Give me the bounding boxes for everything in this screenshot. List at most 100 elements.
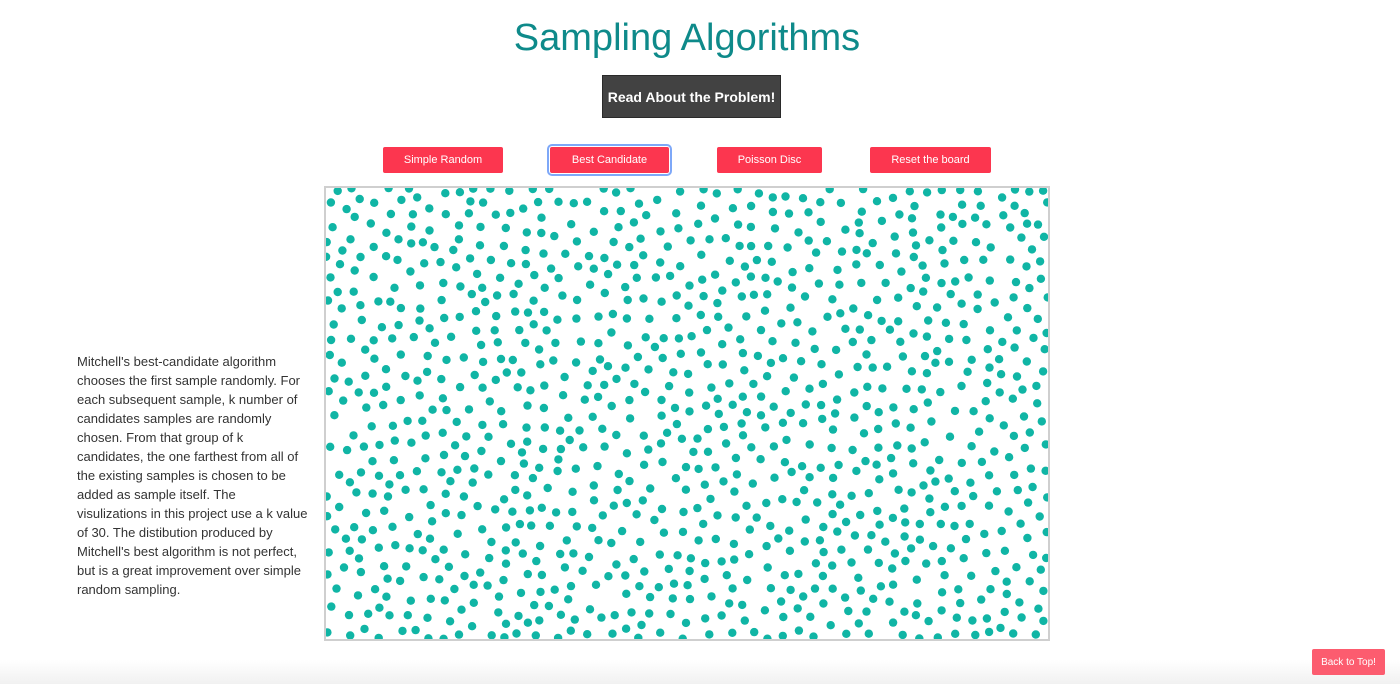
sample-dot <box>328 223 337 232</box>
sample-dot <box>438 428 447 437</box>
sample-dot <box>600 288 609 298</box>
sample-dot <box>973 304 982 314</box>
sample-dot <box>658 457 667 467</box>
sample-dot <box>478 283 487 292</box>
reset-board-button[interactable]: Reset the board <box>870 147 991 173</box>
sample-dot <box>874 424 883 434</box>
sample-dot <box>697 250 706 259</box>
sample-dot <box>927 417 936 426</box>
sample-dot <box>832 395 842 404</box>
sample-dot <box>746 272 756 281</box>
sample-dot <box>786 408 795 418</box>
best-candidate-button[interactable]: Best Candidate <box>547 144 672 176</box>
sample-dot <box>638 496 647 505</box>
sample-dot <box>825 188 834 194</box>
read-about-problem-button[interactable]: Read About the Problem! <box>602 75 781 118</box>
sample-dot <box>875 260 884 270</box>
sample-dot <box>442 405 451 415</box>
sample-dot <box>793 604 802 613</box>
sample-dot <box>974 427 984 436</box>
sample-dot <box>828 509 837 519</box>
sample-dot <box>364 609 373 618</box>
sample-dot <box>478 198 488 207</box>
sample-dot <box>454 235 464 244</box>
sample-dot <box>346 235 355 244</box>
sample-dot <box>562 536 571 545</box>
sample-dot <box>912 575 921 584</box>
sample-dot <box>1006 255 1015 264</box>
sample-dot <box>798 419 808 428</box>
sample-dot <box>538 444 548 454</box>
sample-dot <box>867 335 876 345</box>
sample-dot <box>396 303 406 313</box>
sample-dot <box>1039 586 1048 596</box>
sample-dot <box>811 248 821 257</box>
sample-dot <box>625 395 634 405</box>
sample-dot <box>1042 328 1048 338</box>
sample-dot <box>405 544 414 553</box>
sampling-canvas[interactable] <box>326 188 1048 639</box>
sample-dot <box>747 443 756 452</box>
sample-dot <box>403 416 412 426</box>
simple-random-button[interactable]: Simple Random <box>383 147 503 173</box>
sample-dot <box>491 375 500 385</box>
sample-dot <box>636 234 645 243</box>
sample-dot <box>864 629 873 638</box>
sample-dot <box>494 608 503 617</box>
sample-dot <box>685 388 694 397</box>
sample-dot <box>761 273 770 282</box>
sample-dot <box>476 222 485 232</box>
sample-dot <box>326 548 333 557</box>
sample-dot <box>1009 431 1019 441</box>
sample-dot <box>560 563 570 572</box>
sample-dot <box>393 255 402 265</box>
sample-dot <box>460 451 470 461</box>
sample-dot <box>911 241 921 250</box>
sample-dot <box>1035 257 1045 266</box>
sample-dot <box>1023 533 1032 543</box>
sample-dot <box>421 431 430 440</box>
sample-dot <box>701 614 710 623</box>
sample-dot <box>374 297 383 306</box>
sample-dot <box>950 487 959 496</box>
sample-dot <box>368 489 377 498</box>
sample-dot <box>957 299 966 308</box>
sample-dot <box>877 216 887 226</box>
poisson-disc-button[interactable]: Poisson Disc <box>717 147 822 173</box>
sample-dot <box>793 318 802 327</box>
sample-dot <box>382 228 391 237</box>
sampling-board[interactable] <box>324 186 1050 641</box>
sample-dot <box>850 388 859 397</box>
sample-dot <box>875 520 884 529</box>
sample-dot <box>374 543 383 552</box>
back-to-top-button[interactable]: Back to Top! <box>1312 649 1385 675</box>
sample-dot <box>508 355 517 365</box>
sample-dot <box>881 537 890 546</box>
sample-dot <box>711 534 720 544</box>
sample-dot <box>1010 201 1019 210</box>
sample-dot <box>522 423 531 432</box>
sample-dot <box>1041 440 1048 449</box>
sample-dot <box>685 566 694 576</box>
sample-dot <box>466 197 475 206</box>
sample-dot <box>576 337 586 346</box>
sample-dot <box>370 354 379 363</box>
sample-dot <box>1012 563 1021 572</box>
sample-dot <box>835 280 844 289</box>
sample-dot <box>441 210 450 219</box>
sample-dot <box>985 276 994 285</box>
sample-dot <box>369 242 378 252</box>
sample-dot <box>354 554 364 563</box>
sample-dot <box>886 453 896 463</box>
sample-dot <box>853 362 862 372</box>
sample-dot <box>908 228 918 237</box>
sample-dot <box>1002 577 1011 586</box>
sample-dot <box>627 608 636 617</box>
sample-dot <box>383 574 392 583</box>
sample-dot <box>828 584 837 593</box>
sample-dot <box>350 266 359 275</box>
sample-dot <box>705 630 714 639</box>
sample-dot <box>703 447 713 456</box>
sample-dot <box>810 344 819 354</box>
sample-dot <box>1008 394 1017 403</box>
